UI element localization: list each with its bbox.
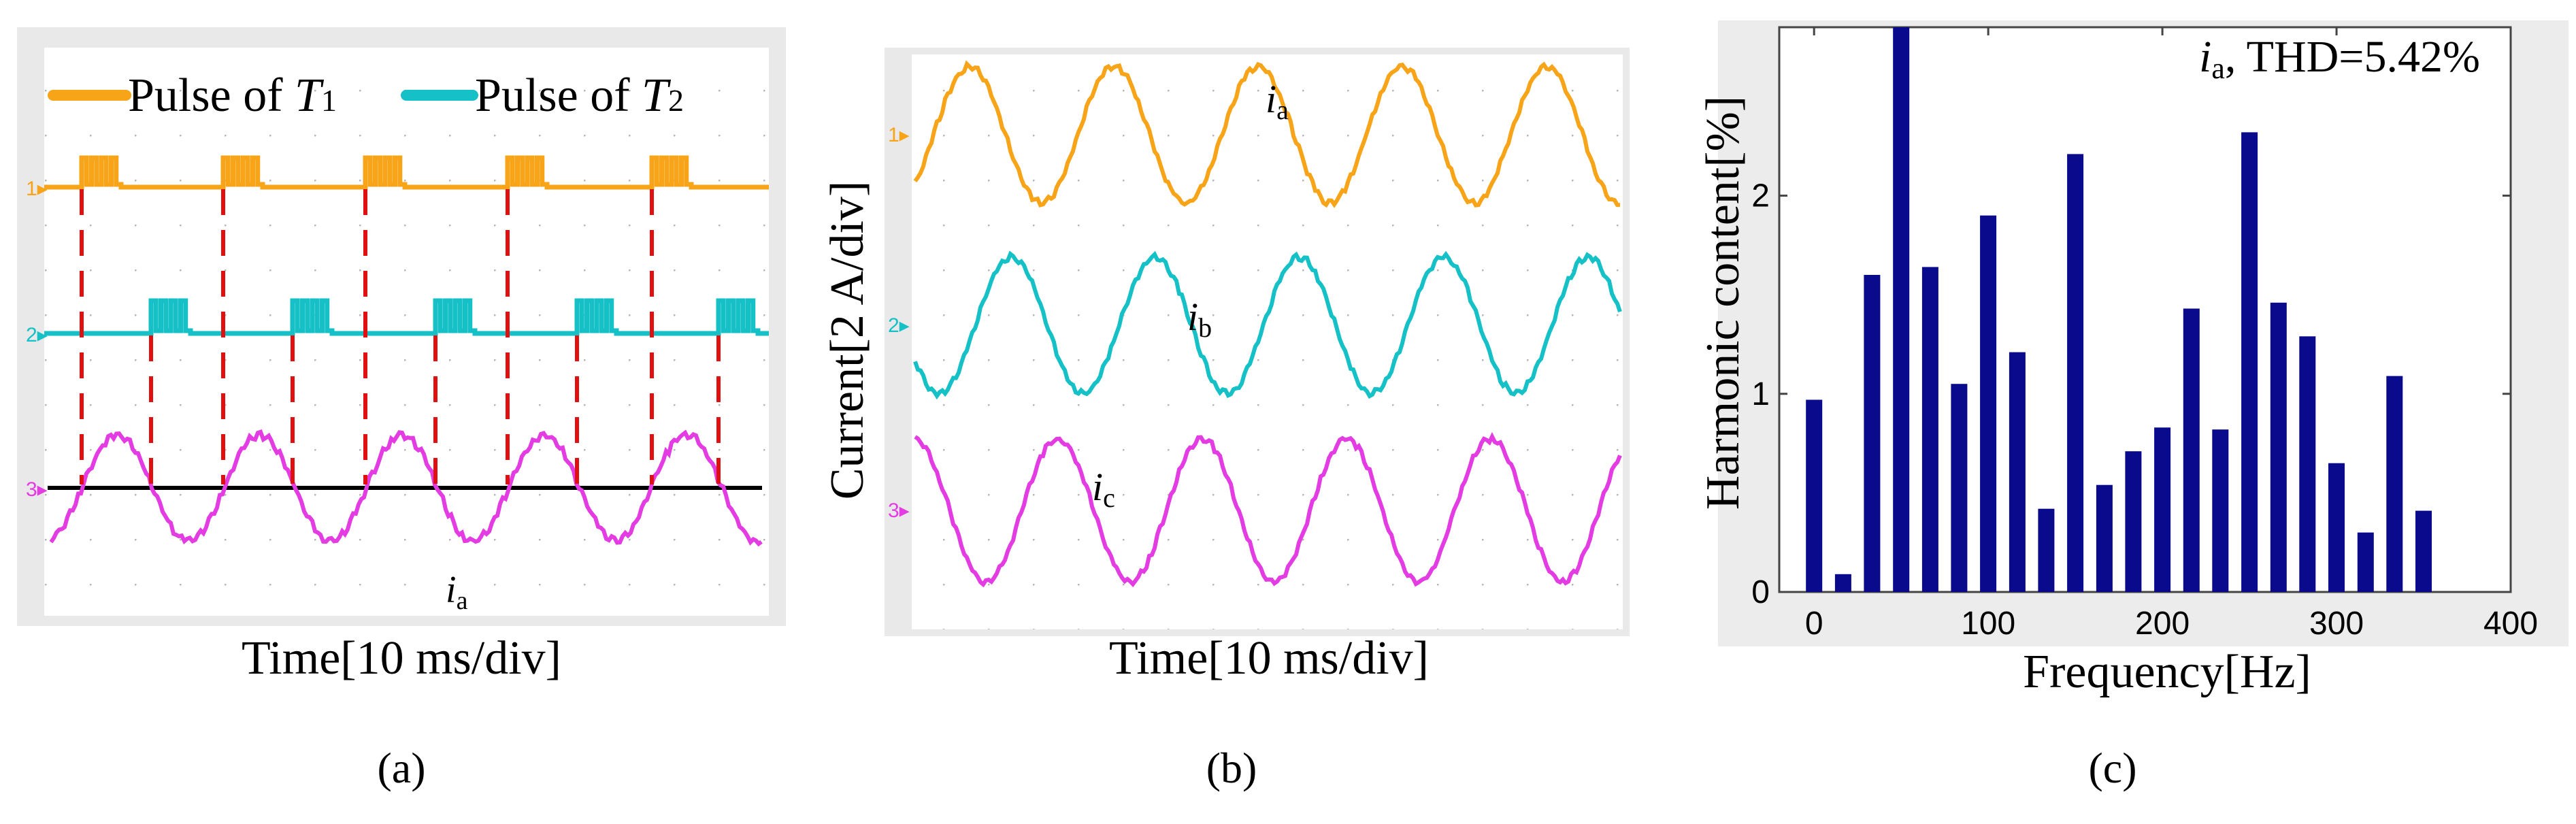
x-axis-label-c: Frequency[Hz] bbox=[2023, 646, 2311, 698]
chart-title-c: ia, THD=5.42% bbox=[2199, 32, 2480, 85]
current-trace-b bbox=[913, 250, 1622, 400]
channel-marker-3: 3▸ bbox=[26, 478, 48, 501]
x-tick-label: 100 bbox=[1961, 606, 2015, 642]
bar-harmonic-5 bbox=[1951, 384, 1968, 592]
channel-marker-2: 2▸ bbox=[26, 324, 48, 346]
panel-caption-c: (c) bbox=[2088, 744, 2136, 792]
y-tick-label: 1 bbox=[1751, 376, 1770, 412]
signal-label-ia-b: ia bbox=[1266, 77, 1289, 125]
bar-harmonic-15 bbox=[2241, 132, 2258, 592]
x-tick-label: 0 bbox=[1805, 606, 1823, 642]
bar-harmonic-8 bbox=[2038, 508, 2055, 592]
x-axis-label-a: Time[10 ms/div] bbox=[242, 632, 561, 685]
x-tick-label: 200 bbox=[2135, 606, 2190, 642]
channel-marker-b-3: 3▸ bbox=[888, 499, 910, 522]
x-tick-label: 400 bbox=[2483, 606, 2538, 642]
y-tick-label: 2 bbox=[1751, 178, 1770, 214]
current-trace-c bbox=[914, 431, 1622, 588]
bar-harmonic-3 bbox=[1893, 27, 1910, 592]
channel-marker-b-2: 2▸ bbox=[888, 314, 910, 337]
legend-label-t2: Pulse of T2 bbox=[475, 69, 684, 122]
y-tick-label: 0 bbox=[1751, 574, 1770, 610]
pulse-trace-t1 bbox=[44, 155, 769, 190]
traces-b bbox=[913, 60, 1622, 588]
bar-harmonic-2 bbox=[1864, 275, 1881, 592]
bar-harmonic-10 bbox=[2096, 484, 2113, 592]
bar-harmonic-18 bbox=[2328, 463, 2345, 592]
channel-markers-a: 1▸ 2▸ 3▸ bbox=[26, 178, 48, 501]
bar-harmonic-1 bbox=[1834, 574, 1851, 592]
channel-marker-b-1: 1▸ bbox=[888, 124, 910, 146]
bar-harmonic-17 bbox=[2299, 336, 2316, 592]
current-trace-a bbox=[913, 60, 1621, 208]
bar-harmonic-6 bbox=[1980, 215, 1997, 592]
y-axis-label-c: Harmonic content[%] bbox=[1697, 96, 1749, 510]
bars-c bbox=[1806, 27, 2432, 592]
bar-harmonic-13 bbox=[2183, 308, 2200, 592]
bar-harmonic-12 bbox=[2154, 427, 2171, 592]
channel-marker-1: 1▸ bbox=[26, 178, 48, 200]
panel-a: 1▸ 2▸ 3▸ Pulse of T1 Pulse of T2 ia Time[1… bbox=[17, 27, 786, 792]
x-tick-label: 300 bbox=[2309, 606, 2364, 642]
bar-harmonic-0 bbox=[1806, 399, 1823, 592]
bar-harmonic-16 bbox=[2270, 302, 2287, 592]
bar-harmonic-7 bbox=[2009, 352, 2026, 592]
panel-b: 1▸ 2▸ 3▸ ia ib ic Current[2 A/div] Time[10… bbox=[821, 48, 1630, 792]
x-axis-label-b: Time[10 ms/div] bbox=[1109, 632, 1429, 685]
panel-caption-b: (b) bbox=[1206, 744, 1257, 792]
bar-harmonic-20 bbox=[2386, 376, 2403, 592]
ticks-c: 0 100 200 300 400 0 1 2 bbox=[1751, 27, 2538, 642]
signal-label-ic-b: ic bbox=[1092, 465, 1115, 513]
panel-caption-a: (a) bbox=[377, 744, 425, 792]
bar-harmonic-21 bbox=[2415, 510, 2432, 592]
panel-c: 0 100 200 300 400 0 1 2 ia, THD=5.42% Harmonic … bbox=[1697, 20, 2569, 792]
bar-harmonic-11 bbox=[2125, 451, 2142, 592]
pulse-trace-t2 bbox=[44, 298, 769, 336]
current-trace-ia bbox=[49, 429, 763, 547]
legend-label-t1: Pulse of T1 bbox=[128, 69, 337, 122]
signal-label-ib-b: ib bbox=[1187, 295, 1212, 343]
channel-markers-b: 1▸ 2▸ 3▸ bbox=[888, 124, 910, 522]
traces-a bbox=[44, 155, 769, 547]
legend-a: Pulse of T1 Pulse of T2 bbox=[48, 69, 684, 122]
bar-harmonic-14 bbox=[2212, 429, 2229, 592]
bar-harmonic-19 bbox=[2357, 532, 2374, 592]
bar-harmonic-4 bbox=[1921, 267, 1938, 592]
bar-harmonic-9 bbox=[2067, 154, 2084, 592]
signal-label-ia-a: ia bbox=[446, 569, 468, 615]
scope-grid-b bbox=[912, 54, 1623, 629]
y-axis-label-b: Current[2 A/div] bbox=[821, 181, 874, 500]
